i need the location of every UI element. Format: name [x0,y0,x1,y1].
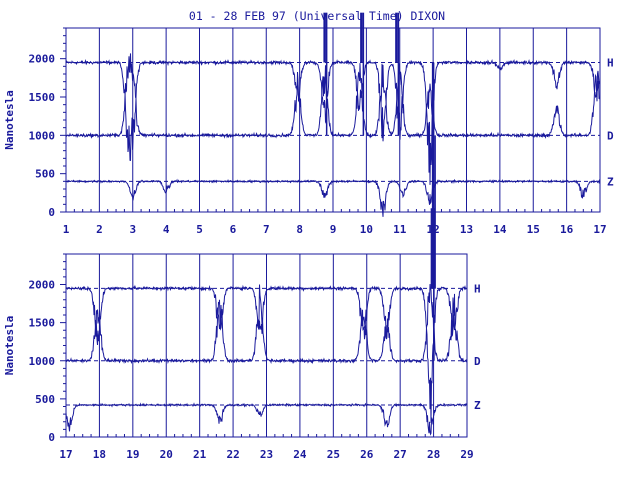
x-tick-label: 18 [93,448,106,461]
x-tick-label: 8 [296,223,303,236]
y-tick-label: 2000 [29,279,56,292]
x-tick-label: 16 [560,223,574,236]
x-tick-label: 17 [593,223,606,236]
x-tick-label: 10 [360,223,373,236]
x-tick-label: 24 [293,448,307,461]
series-label-Z: Z [474,399,481,412]
series-label-H: H [607,57,614,70]
x-tick-label: 4 [163,223,170,236]
x-tick-label: 2 [96,223,103,236]
x-tick-label: 15 [527,223,540,236]
x-tick-label: 20 [160,448,173,461]
x-tick-label: 19 [126,448,139,461]
series-label-D: D [607,129,614,142]
y-tick-label: 1000 [29,355,56,368]
x-tick-label: 14 [493,223,507,236]
x-tick-label: 29 [460,448,473,461]
x-tick-label: 17 [59,448,72,461]
y-tick-label: 500 [35,168,55,181]
series-Z-trace [66,402,467,436]
y-tick-label: 1500 [29,317,56,330]
y-tick-label: 2000 [29,53,56,66]
x-tick-label: 23 [260,448,273,461]
y-axis-label: Nanotesla [3,316,16,376]
y-tick-label: 500 [35,393,55,406]
series-D-trace [66,284,467,365]
series-H-trace [66,284,467,424]
series-label-D: D [474,355,481,368]
panel-days-17-29: 17 18 19 20 21 22 23 24 25 26 27 28 2905001000150020… [3,208,481,461]
x-tick-label: 26 [360,448,374,461]
x-tick-label: 28 [427,448,440,461]
x-tick-label: 3 [129,223,136,236]
x-tick-label: 7 [263,223,270,236]
y-axis-label: Nanotesla [3,90,16,150]
x-tick-label: 27 [394,448,407,461]
series-H-trace [66,58,600,185]
x-tick-label: 5 [196,223,203,236]
x-tick-label: 9 [330,223,337,236]
series-label-H: H [474,282,481,295]
x-tick-label: 13 [460,223,473,236]
x-tick-label: 25 [327,448,340,461]
x-tick-label: 1 [63,223,70,236]
chart-title: 01 - 28 FEB 97 (Universal Time) DIXON [189,9,445,23]
y-tick-label: 0 [48,206,55,219]
x-tick-label: 6 [230,223,237,236]
series-Z-trace [66,178,600,217]
y-tick-label: 1500 [29,91,56,104]
x-tick-label: 21 [193,448,207,461]
x-tick-label: 22 [226,448,239,461]
y-tick-label: 0 [48,431,55,444]
series-label-Z: Z [607,175,614,188]
series-D-trace [66,53,600,139]
y-tick-label: 1000 [29,129,56,142]
x-tick-label: 11 [393,223,407,236]
panel-days-1-17: 1234567891011121314151617050010001500200… [3,12,614,289]
